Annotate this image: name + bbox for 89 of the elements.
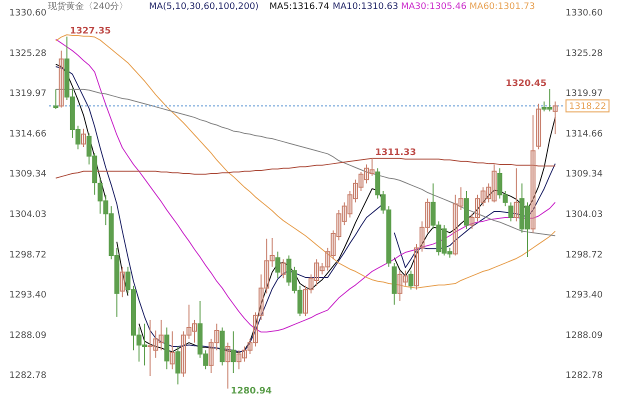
text: MA10:1310.63 bbox=[332, 2, 398, 12]
candlestick bbox=[120, 266, 125, 298]
candlestick bbox=[342, 202, 347, 226]
text: MA(5,10,30,60,100,200) bbox=[149, 2, 259, 12]
y2-tick-label: 1319.97 bbox=[566, 89, 603, 100]
y-tick-label: 1298.72 bbox=[9, 250, 46, 260]
candlestick bbox=[153, 330, 158, 358]
y-tick-label: 1325.28 bbox=[9, 48, 47, 59]
y-tick-label: 1330.60 bbox=[9, 8, 47, 18]
y2-tick-label: 1298.72 bbox=[566, 250, 603, 260]
chart-title: 现货黄金〈240分〉 bbox=[48, 1, 128, 12]
candlestick bbox=[508, 202, 514, 222]
y2-tick-label: 1325.28 bbox=[566, 48, 603, 59]
candlestick bbox=[530, 114, 536, 234]
candlestick bbox=[275, 251, 280, 279]
y-tick-label: 1304.03 bbox=[9, 210, 46, 220]
candlestick bbox=[469, 213, 474, 230]
candlestick bbox=[180, 330, 186, 378]
candlestick bbox=[192, 319, 198, 344]
candlestick bbox=[148, 319, 153, 377]
y2-tick-label: 1330.60 bbox=[566, 8, 603, 18]
candlestick bbox=[536, 103, 542, 150]
candlestick bbox=[347, 190, 352, 218]
text: MA30:1305.46 bbox=[401, 2, 467, 12]
annotation: 1280.94 bbox=[230, 386, 272, 397]
candlestick bbox=[264, 238, 270, 294]
candlestick bbox=[514, 168, 519, 222]
candlestick bbox=[270, 238, 275, 268]
y2-tick-label: 1293.40 bbox=[566, 290, 603, 301]
candlestick bbox=[336, 209, 342, 241]
candlestick bbox=[214, 323, 220, 351]
candlestick bbox=[303, 285, 308, 317]
text: MA60:1301.73 bbox=[469, 2, 536, 12]
candlestick bbox=[358, 172, 364, 192]
y2-tick-label: 1314.66 bbox=[566, 129, 603, 140]
candlestick bbox=[253, 312, 258, 347]
candlestick bbox=[397, 270, 402, 302]
candlestick bbox=[280, 258, 286, 279]
y2-tick-label: 1309.34 bbox=[566, 170, 603, 180]
y-tick-label: 1309.34 bbox=[9, 170, 47, 180]
candlestick bbox=[458, 186, 464, 210]
candlestick bbox=[170, 330, 175, 370]
candlestick bbox=[414, 244, 419, 290]
candlestick bbox=[208, 338, 214, 374]
y-tick-label: 1293.40 bbox=[9, 290, 47, 301]
candlestick bbox=[314, 258, 320, 286]
candlestick bbox=[236, 350, 242, 370]
candlestick bbox=[552, 100, 558, 135]
line-series bbox=[55, 88, 556, 236]
candlestick bbox=[325, 247, 330, 272]
candlestick bbox=[352, 179, 358, 203]
candlestick bbox=[186, 304, 192, 340]
candlestick bbox=[486, 182, 492, 203]
candlestick bbox=[402, 270, 408, 286]
annotation: 1320.45 bbox=[506, 78, 547, 89]
y2-tick-label: 1304.03 bbox=[566, 210, 603, 220]
candlestick bbox=[320, 262, 325, 275]
y-tick-label: 1282.78 bbox=[9, 371, 47, 382]
candlestick bbox=[370, 158, 375, 176]
y-tick-label: 1314.66 bbox=[9, 129, 47, 140]
candlestick bbox=[425, 198, 430, 234]
y-tick-label: 1288.09 bbox=[9, 330, 47, 341]
candlestick bbox=[408, 270, 414, 290]
candlestick bbox=[330, 230, 336, 260]
line-series bbox=[55, 158, 556, 179]
annotation: 1311.33 bbox=[375, 148, 416, 158]
y-tick-label: 1319.97 bbox=[9, 89, 46, 100]
candlestick bbox=[230, 330, 236, 374]
y2-tick-label: 1282.78 bbox=[566, 371, 603, 382]
candlestick bbox=[452, 194, 458, 256]
candlestick bbox=[364, 164, 370, 184]
ref-line-label: 1318.22 bbox=[569, 102, 606, 112]
text: MA5:1316.74 bbox=[269, 2, 330, 12]
candlestick bbox=[475, 194, 480, 222]
candlestick bbox=[58, 50, 64, 108]
annotation: 1327.35 bbox=[70, 26, 111, 37]
candlestick bbox=[308, 274, 314, 294]
candlestick bbox=[158, 319, 164, 351]
candlestick bbox=[420, 220, 425, 252]
candlestick bbox=[480, 186, 486, 207]
candlestick bbox=[248, 338, 253, 355]
candlestick bbox=[53, 88, 58, 110]
candlestick bbox=[225, 342, 230, 390]
candlestick bbox=[258, 274, 264, 320]
y2-tick-label: 1288.09 bbox=[566, 330, 603, 341]
candlestick bbox=[492, 164, 497, 203]
candlestick bbox=[81, 128, 86, 148]
candlestick bbox=[242, 346, 247, 362]
candlestick bbox=[175, 346, 180, 385]
